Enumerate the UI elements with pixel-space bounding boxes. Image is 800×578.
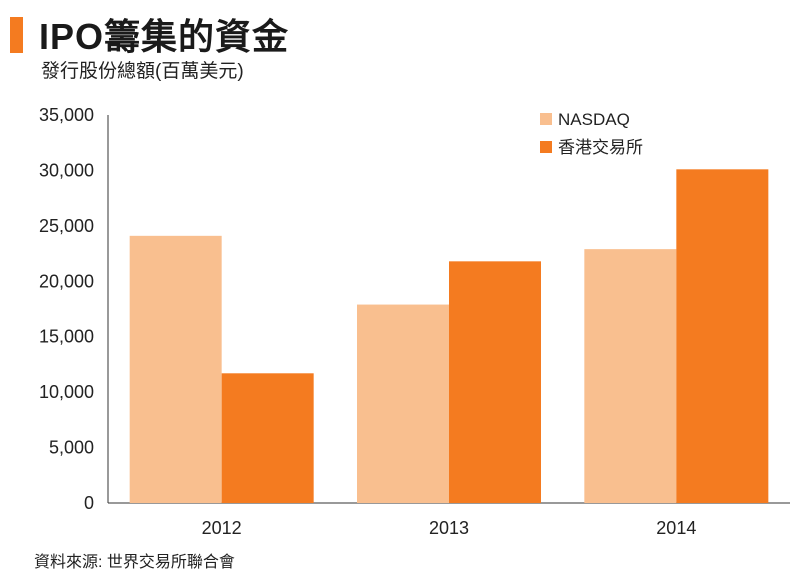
legend-swatch xyxy=(540,141,552,153)
y-tick-label: 30,000 xyxy=(39,160,94,180)
legend-label: NASDAQ xyxy=(558,110,630,129)
chart-legend: NASDAQ 香港交易所 xyxy=(540,110,643,157)
x-tick-labels: 2012 2013 2014 xyxy=(202,518,697,538)
y-tick-label: 20,000 xyxy=(39,271,94,291)
y-tick-label: 25,000 xyxy=(39,216,94,236)
bar-nasdaq-2014 xyxy=(584,249,677,503)
y-tick-label: 10,000 xyxy=(39,382,94,402)
legend-label: 香港交易所 xyxy=(558,138,643,157)
y-tick-labels: 0 5,000 10,000 15,000 20,000 25,000 30,000 35,0… xyxy=(39,105,94,513)
chart-bars xyxy=(129,169,769,503)
bar-hkex-2012 xyxy=(221,373,314,503)
chart-subtitle: 發行股份總額(百萬美元) xyxy=(41,61,244,82)
title-accent-bar xyxy=(10,17,23,53)
bar-hkex-2013 xyxy=(449,261,541,503)
bar-nasdaq-2013 xyxy=(357,304,449,503)
y-tick-label: 5,000 xyxy=(49,438,94,458)
y-tick-label: 15,000 xyxy=(39,327,94,347)
source-note: 資料來源: 世界交易所聯合會 xyxy=(34,554,235,571)
x-tick-label: 2012 xyxy=(202,518,242,538)
y-tick-label: 35,000 xyxy=(39,105,94,125)
y-tick-label: 0 xyxy=(84,493,94,513)
legend-swatch xyxy=(540,113,552,125)
bar-hkex-2014 xyxy=(676,169,769,503)
chart-title: IPO籌集的資金 xyxy=(39,16,290,57)
x-tick-label: 2014 xyxy=(656,518,696,538)
x-tick-label: 2013 xyxy=(429,518,469,538)
bar-nasdaq-2012 xyxy=(129,235,222,503)
